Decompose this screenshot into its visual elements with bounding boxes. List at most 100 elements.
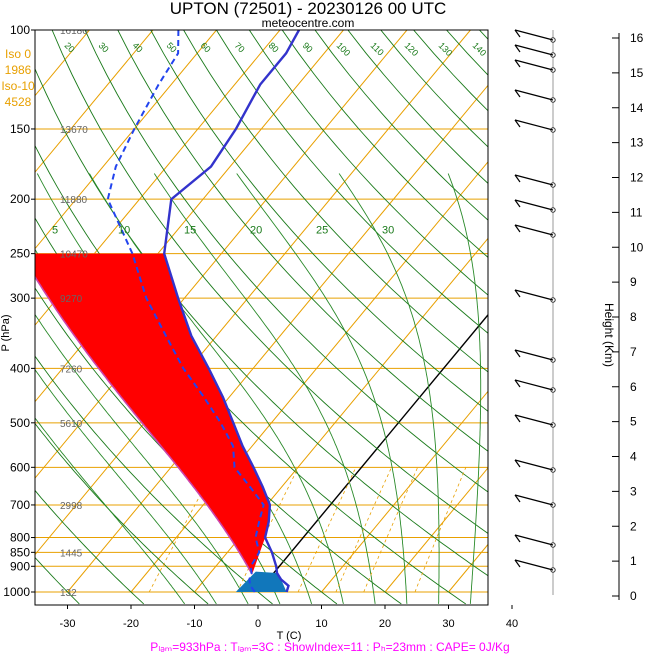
stability-indices: Pₗₔₘ=933hPa : Tₗₔₘ=3C : ShowIndex=11 : P…	[150, 640, 509, 654]
x-axis-label: T (C)	[277, 630, 302, 642]
wind-barb-feather	[514, 119, 521, 128]
dry-adiabat	[314, 30, 488, 221]
temp-tick-label: -30	[60, 618, 76, 630]
dry-adiabat	[512, 30, 645, 604]
isotherm-line	[512, 30, 645, 592]
isotherm-line	[67, 84, 488, 593]
pressure-tick-label: 850	[10, 545, 30, 559]
y-axis-label: P (hPa)	[0, 314, 12, 351]
moist-adiabat-label: 10	[118, 224, 130, 236]
moist-adiabat	[153, 173, 376, 604]
pressure-tick-label: 300	[10, 291, 30, 305]
y2-axis-label: Height (Km)	[602, 303, 616, 367]
temp-tick-label: 40	[506, 618, 518, 630]
dry-adiabat	[35, 355, 273, 605]
height-label: 5610	[60, 419, 83, 430]
dry-adiabat-label: 80	[267, 40, 281, 54]
wind-barb	[514, 494, 554, 506]
moist-adiabat-label: 30	[382, 224, 394, 236]
height-tick-label: 16	[630, 31, 644, 45]
pressure-tick-label: 400	[10, 361, 30, 375]
dry-adiabat	[51, 30, 488, 534]
wind-barb-feather	[514, 44, 521, 53]
mixing-ratio-line	[335, 467, 392, 593]
temp-tick-label: -20	[123, 618, 139, 630]
dry-adiabat-label: 110	[369, 40, 386, 57]
wind-barb	[514, 379, 554, 391]
height-label: 11880	[60, 195, 88, 206]
dry-adiabat	[117, 30, 488, 452]
moist-adiabat	[35, 313, 249, 605]
plot-frame	[34, 29, 489, 606]
temp-tick-label: 10	[315, 618, 327, 630]
dry-adiabat-label: 90	[301, 40, 315, 54]
height-tick-label: 5	[630, 415, 637, 429]
wind-barb-feather	[514, 289, 521, 298]
cin-surface-area	[235, 571, 287, 592]
wind-barb-feather	[514, 459, 521, 468]
dry-adiabat	[248, 30, 488, 296]
mixing-ratio-line	[363, 467, 419, 593]
dry-adiabat	[347, 30, 488, 185]
height-tick-label: 12	[630, 171, 644, 185]
height-tick-label: 15	[630, 66, 644, 80]
height-label: 10470	[60, 250, 88, 261]
wind-barb-feather	[514, 534, 521, 543]
dry-adiabat	[35, 556, 80, 605]
dry-adiabat	[150, 30, 488, 412]
iso-line-2: Iso-10	[1, 79, 35, 93]
moist-adiabat	[89, 173, 344, 605]
height-tick-label: 7	[630, 345, 637, 359]
pressure-tick-label: 600	[10, 460, 30, 474]
wind-barb	[514, 89, 554, 101]
wind-barb	[514, 29, 554, 41]
height-label: 7260	[60, 364, 83, 375]
temp-tick-label: -10	[187, 618, 203, 630]
wind-barb	[514, 289, 554, 301]
wind-barb-feather	[514, 29, 521, 38]
moist-adiabat	[338, 173, 440, 604]
moist-adiabat-label: 20	[250, 224, 262, 236]
dewpoint-line	[106, 30, 265, 593]
pressure-tick-label: 150	[10, 122, 30, 136]
dry-adiabat	[216, 30, 488, 334]
height-tick-label: 14	[630, 101, 644, 115]
moist-adiabat-label: 15	[184, 224, 196, 236]
mixing-ratio-line	[414, 467, 467, 593]
dry-adiabat-label: 30	[97, 40, 111, 54]
parcel-path	[35, 275, 253, 575]
wind-barb-feather	[514, 59, 521, 68]
temp-tick-label: 0	[255, 618, 261, 630]
wind-barb-feather	[514, 559, 521, 568]
moist-adiabat-label: 25	[316, 224, 328, 236]
moist-adiabat	[35, 417, 185, 605]
moist-adiabat	[236, 173, 408, 604]
dry-adiabat-label: 50	[165, 40, 179, 54]
isotherm-line	[35, 30, 154, 173]
wind-barb	[514, 559, 554, 571]
isotherm-line	[194, 237, 488, 593]
height-tick-label: 2	[630, 519, 637, 533]
temp-tick-label: 20	[379, 618, 391, 630]
pressure-tick-label: 100	[10, 23, 30, 37]
height-tick-label: 3	[630, 484, 637, 498]
mixing-ratio-line	[148, 467, 216, 593]
dry-adiabat-label: 70	[233, 40, 247, 54]
height-tick-label: 13	[630, 136, 644, 150]
wind-barb	[514, 174, 554, 186]
dry-adiabat	[281, 30, 488, 258]
dry-adiabat-label: 20	[63, 40, 77, 54]
wind-barb	[514, 119, 554, 131]
dry-adiabat-label: 60	[199, 40, 213, 54]
dry-adiabat	[183, 30, 488, 373]
wind-barb	[514, 224, 554, 236]
dry-adiabat	[35, 489, 145, 605]
wind-barb-feather	[514, 174, 521, 183]
isotherm-line	[321, 390, 488, 593]
wind-barb	[514, 459, 554, 471]
height-tick-label: 6	[630, 380, 637, 394]
height-tick-label: 8	[630, 310, 637, 324]
mixing-ratio-line	[297, 467, 357, 593]
